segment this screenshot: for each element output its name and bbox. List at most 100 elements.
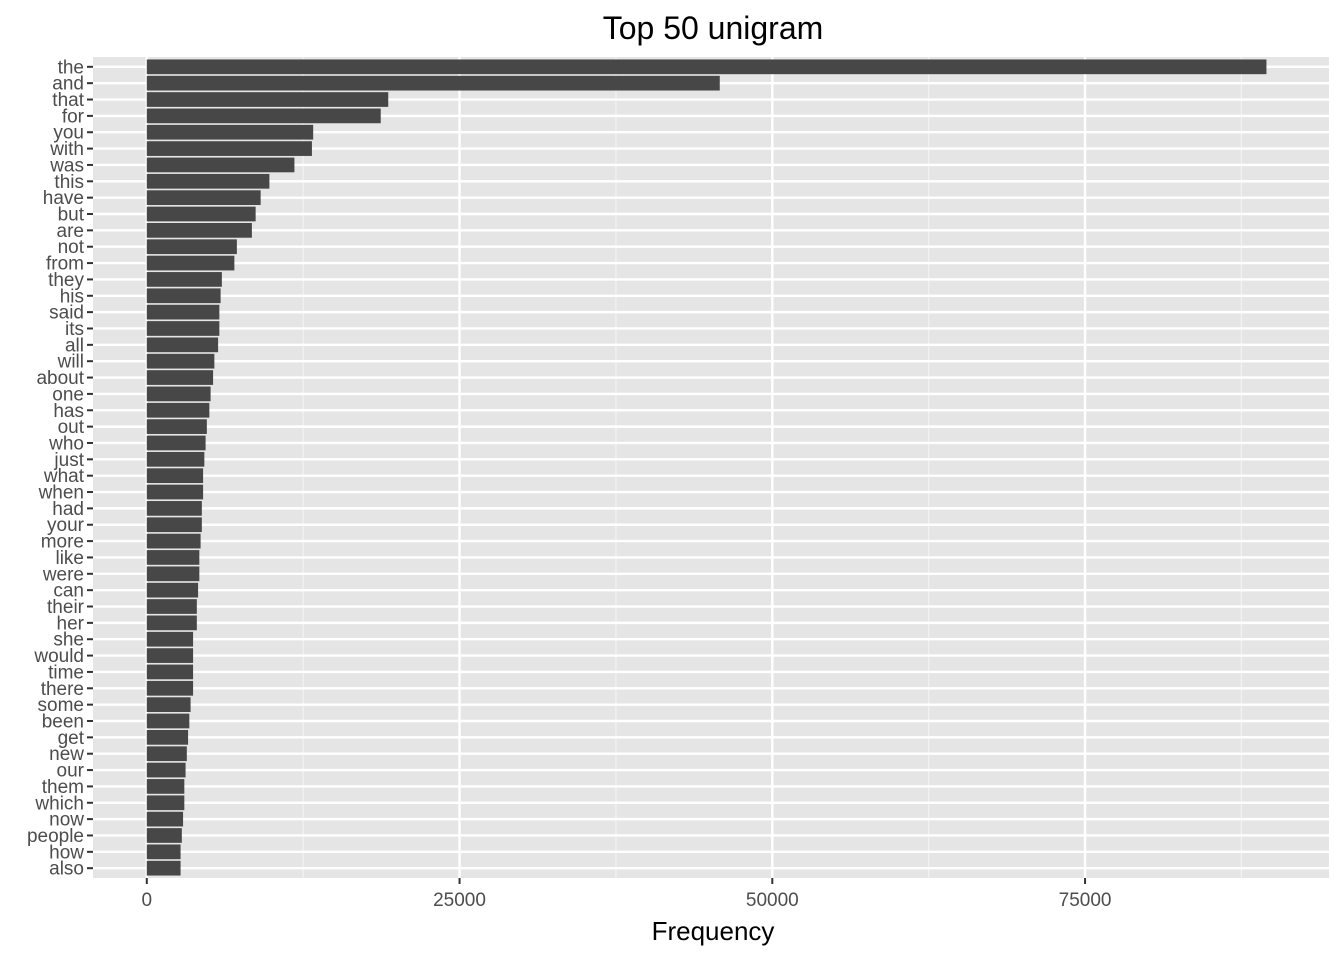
bars <box>146 59 1267 876</box>
y-tick-label: were <box>42 564 84 585</box>
bar <box>146 370 214 385</box>
bar <box>146 664 194 680</box>
y-tick-label: said <box>49 303 84 324</box>
bar <box>146 92 389 107</box>
y-tick-label: when <box>38 483 84 504</box>
y-tick-label: also <box>49 859 84 880</box>
bar <box>146 173 270 189</box>
y-tick-label: out <box>58 417 85 438</box>
y-tick-label: you <box>53 123 84 144</box>
bar <box>146 157 295 173</box>
y-tick-label: which <box>34 793 84 814</box>
y-tick-label: had <box>52 499 84 520</box>
bar <box>146 386 211 402</box>
y-tick-label: with <box>49 139 84 160</box>
bar <box>146 779 185 794</box>
bar <box>146 828 182 843</box>
y-tick-label: about <box>36 368 84 389</box>
y-tick-label: they <box>48 270 84 291</box>
bar <box>146 582 199 598</box>
y-tick-label: some <box>38 695 84 716</box>
x-tick-label: 50000 <box>746 890 799 911</box>
bar <box>146 419 207 434</box>
y-tick-label: new <box>49 744 84 765</box>
x-axis: 0 25000 50000 75000 <box>142 878 1112 911</box>
bar <box>146 795 185 811</box>
y-tick-label: all <box>65 335 84 356</box>
bar <box>146 517 202 533</box>
bar <box>146 501 202 516</box>
bar <box>146 599 197 614</box>
y-tick-label: that <box>52 90 84 111</box>
bar <box>146 615 197 631</box>
bar <box>146 566 200 582</box>
bar <box>146 59 1267 75</box>
y-tick-label: your <box>47 515 85 536</box>
bar <box>146 353 215 369</box>
bar <box>146 141 312 156</box>
bar <box>146 746 187 762</box>
y-tick-label: its <box>65 319 84 340</box>
bar <box>146 648 194 663</box>
y-tick-label: can <box>53 581 84 602</box>
x-tick-label: 25000 <box>433 890 486 911</box>
y-tick-label: time <box>48 662 84 683</box>
bar <box>146 402 210 418</box>
y-tick-label: she <box>53 630 84 651</box>
bar <box>146 108 381 124</box>
y-tick-label: how <box>49 842 84 863</box>
bar <box>146 811 184 827</box>
y-tick-label: not <box>58 237 85 258</box>
y-tick-label: our <box>57 761 85 782</box>
x-axis-label: Frequency <box>652 916 775 946</box>
bar <box>146 533 201 549</box>
plot-panel <box>93 57 1329 878</box>
y-tick-label: what <box>43 466 85 487</box>
y-tick-label: them <box>42 777 84 798</box>
y-tick-label: will <box>57 352 84 373</box>
x-tick-label: 75000 <box>1059 890 1112 911</box>
y-tick-label: just <box>53 450 84 471</box>
y-tick-label: from <box>46 254 84 275</box>
y-tick-label: like <box>55 548 84 569</box>
y-tick-label: now <box>49 810 84 831</box>
y-tick-label: have <box>43 188 84 209</box>
minor-gridlines <box>302 57 1243 878</box>
y-tick-label: was <box>49 155 84 176</box>
y-tick-label: are <box>57 221 84 242</box>
bar <box>146 272 222 287</box>
bar <box>146 321 220 336</box>
bar <box>146 337 219 353</box>
bar <box>146 206 256 222</box>
bar <box>146 631 194 647</box>
bar <box>146 484 204 500</box>
bar <box>146 190 261 206</box>
bar <box>146 550 200 565</box>
y-tick-label: who <box>48 433 84 454</box>
y-tick-label: his <box>60 286 84 307</box>
y-tick-label: people <box>27 826 84 847</box>
bar <box>146 844 181 860</box>
y-tick-label: this <box>54 172 84 193</box>
bar <box>146 304 220 320</box>
x-tick-label: 0 <box>142 890 153 911</box>
y-tick-label: more <box>41 532 84 553</box>
y-tick-label: but <box>58 205 85 226</box>
bar <box>146 222 252 238</box>
y-tick-label: and <box>52 74 84 95</box>
bar <box>146 451 205 467</box>
y-tick-label: for <box>62 106 85 127</box>
y-tick-label: there <box>41 679 84 700</box>
y-tick-label: one <box>52 384 84 405</box>
y-tick-label: her <box>57 613 85 634</box>
y-tick-label: their <box>47 597 85 618</box>
bar <box>146 697 191 713</box>
y-tick-label: the <box>58 57 84 78</box>
y-tick-label: has <box>53 401 84 422</box>
bar <box>146 255 235 271</box>
bar <box>146 75 720 91</box>
bar <box>146 239 237 255</box>
bar <box>146 468 204 484</box>
bar <box>146 860 181 876</box>
